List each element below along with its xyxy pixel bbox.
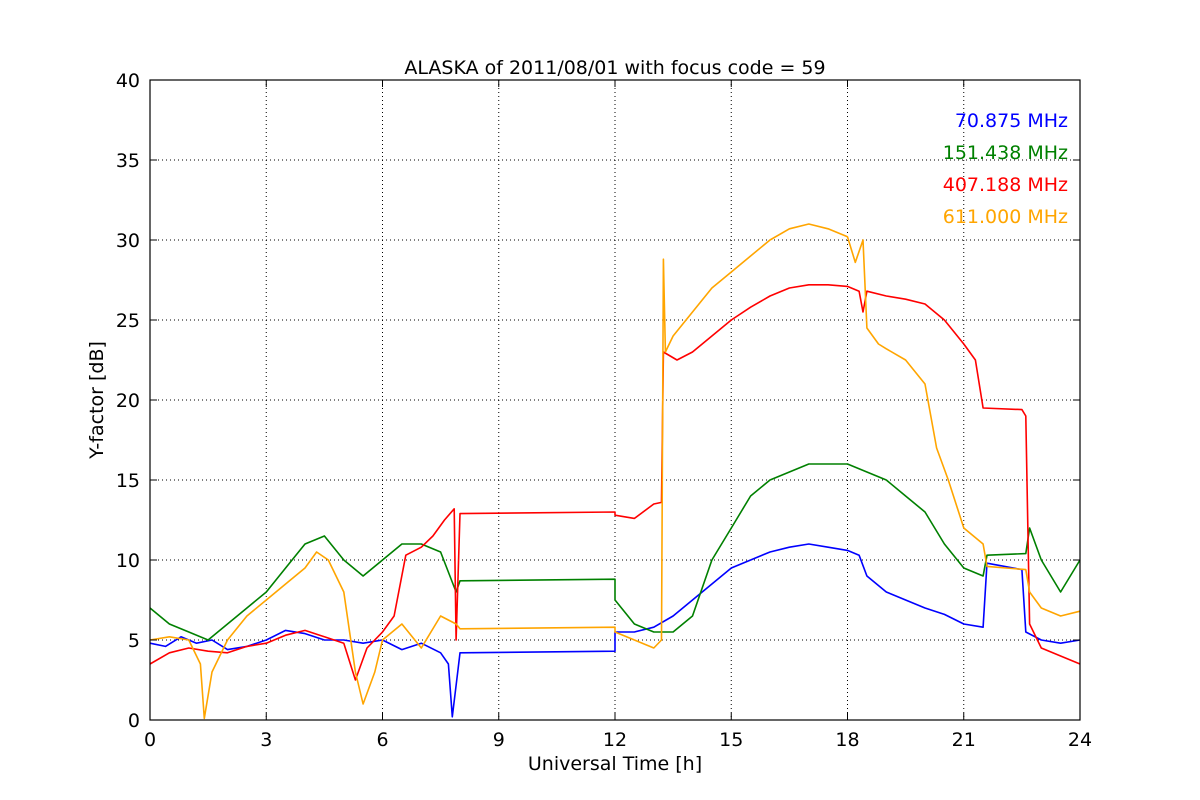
x-tick-label: 12 (603, 729, 627, 751)
y-tick-label: 10 (116, 550, 140, 572)
x-tick-label: 6 (376, 729, 388, 751)
x-tick-label: 3 (260, 729, 272, 751)
legend-entry: 407.188 MHz (943, 174, 1068, 196)
x-tick-label: 21 (952, 729, 976, 751)
y-tick-label: 25 (116, 310, 140, 332)
legend-entry: 151.438 MHz (943, 142, 1068, 164)
legend-entry: 611.000 MHz (943, 206, 1068, 228)
x-tick-label: 24 (1068, 729, 1092, 751)
x-tick-label: 9 (493, 729, 505, 751)
y-tick-label: 35 (116, 150, 140, 172)
x-tick-label: 18 (835, 729, 859, 751)
axis-ticks: 0 3 6 9 12 15 18 21 24 0 5 10 15 20 25 30 35 40 (116, 70, 1092, 751)
y-tick-label: 5 (128, 630, 140, 652)
legend: 70.875 MHz 151.438 MHz 407.188 MHz 611.000 … (943, 110, 1068, 228)
y-tick-label: 30 (116, 230, 140, 252)
series-line-70-875 (149, 543, 1081, 718)
y-axis-label: Y-factor [dB] (86, 341, 108, 460)
y-tick-label: 0 (128, 710, 140, 732)
x-tick-label: 15 (719, 729, 743, 751)
y-tick-label: 40 (116, 70, 140, 92)
series-lines (149, 223, 1081, 720)
y-tick-label: 15 (116, 470, 140, 492)
chart-title: ALASKA of 2011/08/01 with focus code = 5… (404, 57, 825, 79)
x-axis-label: Universal Time [h] (528, 753, 702, 775)
y-tick-label: 20 (116, 390, 140, 412)
series-line-611-000 (149, 223, 1081, 720)
x-tick-label: 0 (144, 729, 156, 751)
series-line-151-438 (149, 463, 1081, 641)
legend-entry: 70.875 MHz (955, 110, 1068, 132)
